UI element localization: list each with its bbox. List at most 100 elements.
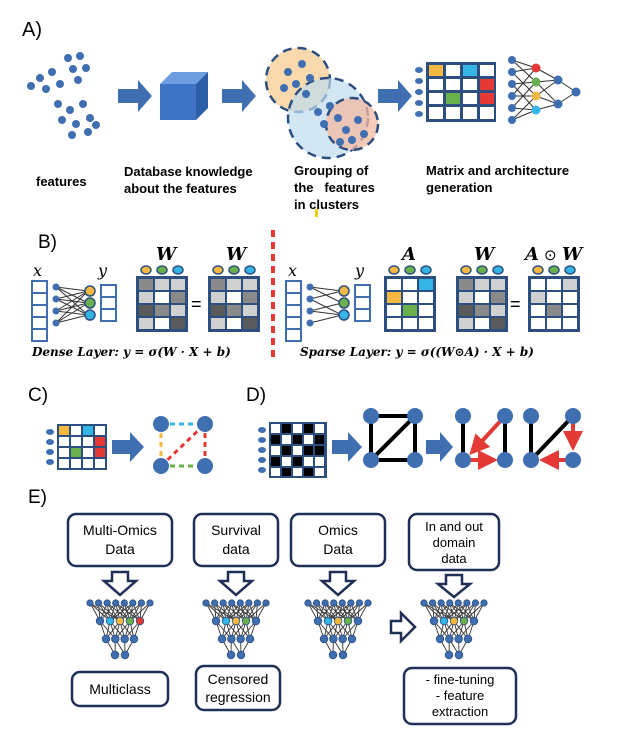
graph-d1 (363, 408, 423, 468)
dense-y-label: y (97, 261, 108, 280)
out4-line1: - fine-tuning (426, 672, 495, 687)
out2-line1: Censored (208, 671, 269, 687)
input-nodes-c (46, 429, 54, 465)
sparse-a-header (388, 265, 432, 275)
sparse-y-label: y (354, 261, 365, 280)
dense-connections (55, 286, 89, 324)
panel-b-label: B) (38, 232, 57, 253)
sparse-w-label: W (474, 244, 496, 265)
sparse-out-node-2 (338, 297, 350, 309)
input-nodes-a (415, 67, 423, 117)
dense-w-matrix-1 (136, 276, 188, 332)
box-multi-omics (66, 512, 174, 568)
graph-d2 (455, 408, 513, 470)
dense-out-node-3 (84, 309, 96, 321)
caption-grouping-3: in clusters (294, 197, 359, 212)
result-w-label: W (562, 244, 584, 265)
dense-w-label-2: W (226, 244, 248, 265)
sparse-w-header (460, 265, 504, 275)
box2-line2: data (222, 541, 249, 557)
box-fine-tuning (402, 666, 518, 726)
box4-line1: In and out (425, 519, 483, 534)
caption-grouping-2: the features (294, 180, 375, 195)
box1-line2: Data (105, 541, 135, 557)
caption-grouping-1: Grouping of (294, 163, 369, 178)
caption-database-2: about the features (124, 181, 237, 196)
input-nodes-d (258, 427, 266, 473)
dense-out-node-1 (84, 285, 96, 297)
text-cursor-mark (315, 209, 318, 217)
neural-network-a-icon (508, 56, 581, 124)
dense-input-nodes (52, 283, 60, 327)
down-arrow-1 (100, 570, 140, 597)
result-hadamard: ⊙ (544, 247, 557, 264)
arrow-d1 (332, 432, 362, 462)
database-cube-icon (160, 72, 208, 120)
out2-line2: regression (205, 689, 270, 705)
neural-network-e-1-icon (86, 599, 154, 660)
box4-line2: domain (433, 535, 476, 550)
neural-network-e-3-icon (304, 599, 372, 660)
adjacency-matrix-icon (269, 422, 327, 478)
caption-features: features (36, 174, 87, 189)
box3-line2: Data (323, 541, 353, 557)
graph-d3 (523, 408, 583, 470)
dense-layer-caption: Dense Layer: y = σ(W · X + b) (31, 345, 231, 359)
sparse-input-nodes (306, 283, 314, 327)
result-matrix (528, 276, 580, 332)
dense-output-vector (100, 284, 117, 322)
panel-c-label: C) (28, 385, 48, 406)
arrow-a1 (118, 80, 152, 112)
sparse-input-vector (285, 280, 302, 342)
caption-matrix-2: generation (426, 180, 493, 195)
result-a-label: A (523, 244, 539, 265)
graph-c (153, 416, 213, 474)
dense-out-node-2 (84, 297, 96, 309)
dense-input-vector (31, 280, 48, 342)
box-omics (289, 512, 387, 568)
sparse-a-label: A (400, 244, 416, 265)
arrow-c (112, 432, 144, 462)
down-arrow-2 (216, 570, 256, 597)
box4-line3: data (441, 551, 467, 566)
panel-e-label: E) (28, 487, 47, 508)
neural-network-e-4-icon (420, 599, 488, 660)
sparse-out-node-1 (338, 285, 350, 297)
down-arrow-4 (434, 573, 474, 599)
box-domain (407, 512, 501, 572)
out4-line2: - feature (436, 688, 484, 703)
dense-w-label-1: W (156, 244, 178, 265)
dense-w-matrix-2 (208, 276, 260, 332)
matrix-icon (426, 62, 496, 122)
out1-text: Multiclass (89, 681, 150, 697)
box2-line1: Survival (211, 522, 261, 538)
panel-a-label: A) (22, 19, 42, 41)
arrow-d2 (426, 432, 453, 462)
arrow-a2 (222, 80, 256, 112)
sparse-layer-caption: Sparse Layer: y = σ((W⊙A) · X + b) (300, 345, 534, 359)
out4-line3: extraction (432, 704, 488, 719)
down-arrow-3 (318, 570, 358, 597)
box-survival (192, 512, 280, 568)
dense-x-label: x (33, 261, 42, 280)
box-multiclass (70, 670, 170, 708)
matrix-c-icon (57, 424, 107, 470)
right-arrow-transfer (389, 609, 417, 645)
feature-dots (27, 52, 100, 139)
sparse-equals: = (510, 294, 521, 314)
box3-line1: Omics (318, 522, 358, 538)
dense-w-header-2 (212, 265, 256, 275)
box-censored (194, 664, 282, 712)
feature-clusters (264, 46, 380, 160)
sparse-out-node-3 (338, 309, 350, 321)
sparse-w-matrix (456, 276, 508, 332)
sparse-x-label: x (288, 261, 297, 280)
panel-d-label: D) (246, 385, 266, 406)
caption-matrix-1: Matrix and architecture (426, 163, 569, 178)
dense-equals: = (191, 294, 202, 314)
sparse-output-vector (354, 284, 371, 322)
box1-line1: Multi-Omics (83, 522, 157, 538)
result-header (532, 265, 576, 275)
arrow-a3 (378, 80, 412, 112)
